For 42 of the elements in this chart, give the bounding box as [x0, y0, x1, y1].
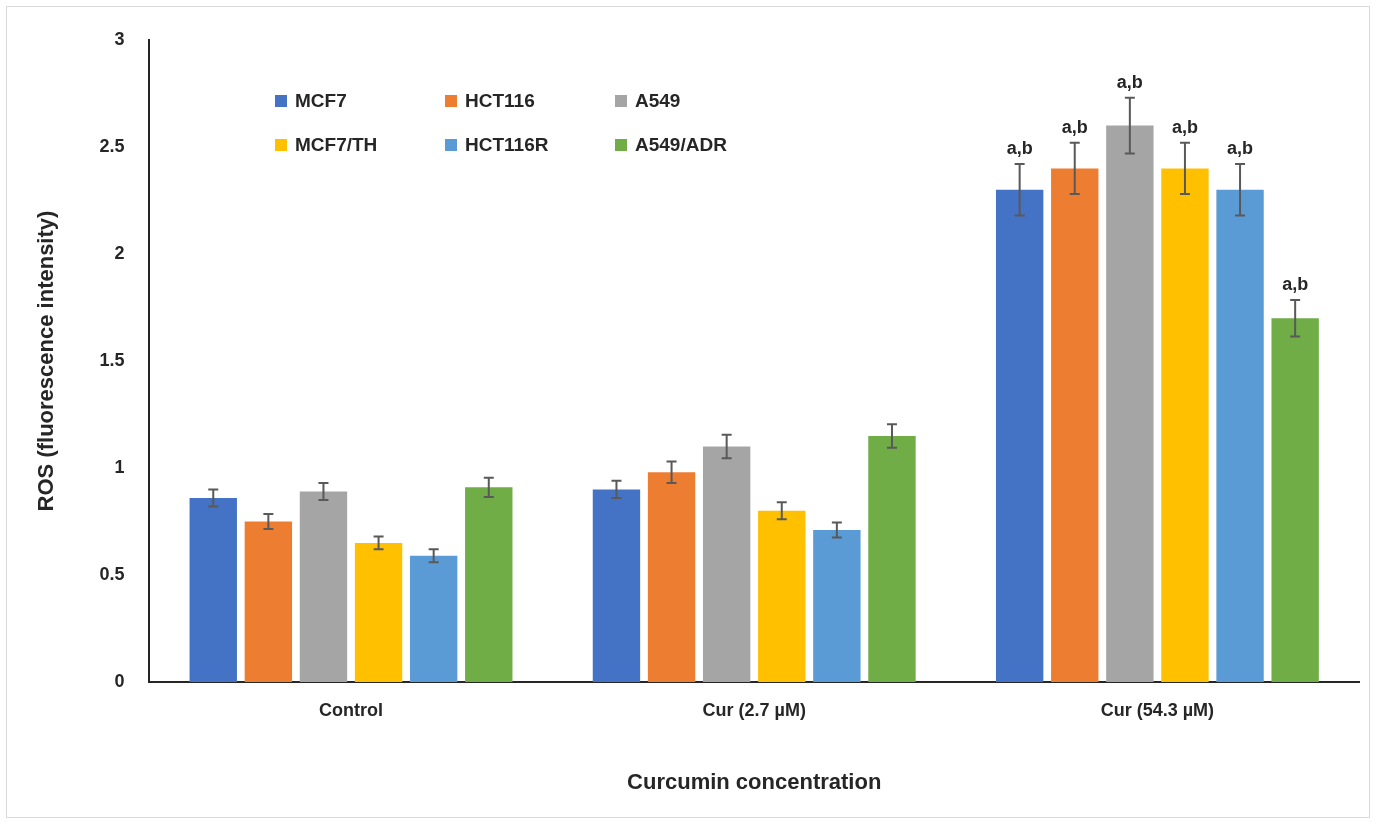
bar	[1051, 168, 1099, 682]
annotation: a,b	[1282, 273, 1309, 294]
legend-label: HCT116R	[464, 134, 550, 156]
bar	[409, 555, 458, 682]
annotation: a,b	[1171, 116, 1198, 137]
y-tick-label: 2.5	[99, 135, 125, 156]
bar	[1161, 168, 1209, 682]
annotation: a,b	[1227, 138, 1254, 159]
y-tick-label: 1.5	[99, 349, 125, 370]
annotation: a,b	[1061, 116, 1088, 137]
bar	[758, 510, 806, 682]
legend-label: A549	[634, 90, 682, 112]
bar	[868, 435, 916, 682]
x-tick-label: Cur (2.7 µM)	[702, 699, 806, 720]
bar	[702, 446, 751, 682]
bar	[647, 472, 696, 682]
y-axis-title: ROS (fluorescence intensity)	[33, 210, 59, 512]
legend-label: MCF7	[294, 90, 348, 112]
bar	[189, 497, 237, 682]
x-axis-title: Curcumin concentration	[627, 768, 882, 794]
bar	[354, 542, 403, 682]
y-tick-label: 2	[114, 242, 125, 263]
bar	[995, 189, 1044, 682]
bar	[813, 530, 861, 682]
y-tick-label: 0.5	[99, 563, 125, 584]
annotation: a,b	[1006, 138, 1033, 159]
legend-label: HCT116	[464, 90, 536, 112]
bar	[1271, 318, 1319, 682]
legend-label: MCF7/TH	[294, 134, 379, 156]
bar	[244, 521, 293, 682]
bar	[299, 491, 348, 682]
y-tick-label: 1	[114, 456, 125, 477]
y-tick-label: 3	[114, 28, 125, 49]
x-tick-label: Control	[319, 699, 384, 720]
bar	[1106, 125, 1154, 682]
y-tick-label: 0	[114, 670, 125, 691]
bar	[1216, 189, 1264, 682]
annotation: a,b	[1116, 71, 1143, 92]
legend-label: A549/ADR	[634, 134, 728, 156]
bar	[592, 489, 641, 682]
bar	[465, 487, 513, 682]
x-tick-label: Cur (54.3 µM)	[1100, 699, 1215, 720]
